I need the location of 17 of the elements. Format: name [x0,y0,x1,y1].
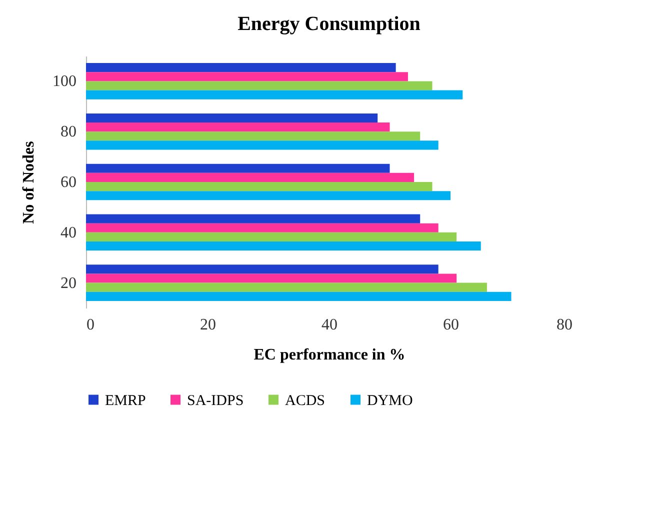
y-tick-label: 20 [60,274,76,292]
legend-label: SA-IDPS [187,392,244,409]
x-tick-label: 20 [200,316,216,334]
chart-title: Energy Consumption [238,13,420,35]
x-tick-label: 0 [86,316,94,334]
legend-label: DYMO [367,392,413,409]
legend-label: ACDS [285,392,326,409]
y-tick-label: 100 [52,73,76,90]
x-tick-label: 40 [322,316,338,334]
x-tick-label: 80 [556,316,572,334]
x-axis-title: EC performance in % [254,346,406,364]
y-tick-label: 40 [60,224,76,242]
legend-label: EMRP [105,392,146,409]
y-axis-title: No of Nodes [20,141,38,224]
y-tick-label: 80 [60,124,76,141]
y-tick-label: 60 [60,174,76,191]
x-tick-label: 60 [443,316,459,334]
